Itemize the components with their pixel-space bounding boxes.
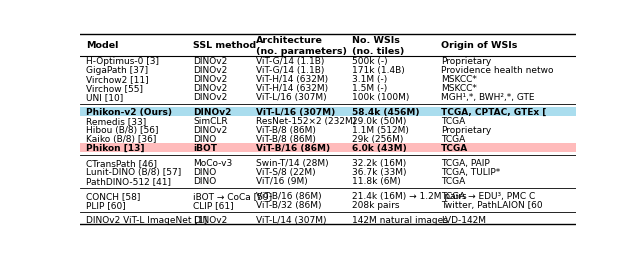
- Text: DINO: DINO: [193, 176, 216, 185]
- Text: ViT-S/8 (22M): ViT-S/8 (22M): [256, 167, 316, 176]
- Text: 3.1M (-): 3.1M (-): [352, 75, 387, 84]
- Text: CONCH [58]: CONCH [58]: [86, 191, 140, 200]
- Text: Virchow2 [11]: Virchow2 [11]: [86, 75, 148, 84]
- Text: 11.8k (6M): 11.8k (6M): [352, 176, 401, 185]
- Text: 58.4k (456M): 58.4k (456M): [352, 107, 419, 117]
- Text: Phikon-v2 (Ours): Phikon-v2 (Ours): [86, 107, 172, 117]
- Text: ViT-L/16 (307M): ViT-L/16 (307M): [256, 107, 335, 117]
- Text: TCGA: TCGA: [441, 116, 465, 125]
- Text: DINOv2: DINOv2: [193, 125, 227, 134]
- Text: ViT-G/14 (1.1B): ViT-G/14 (1.1B): [256, 57, 324, 66]
- Text: Lunit-DINO (B/8) [57]: Lunit-DINO (B/8) [57]: [86, 167, 181, 176]
- Text: Proprietary: Proprietary: [441, 125, 492, 134]
- Text: 1.5M (-): 1.5M (-): [352, 84, 387, 92]
- Text: TCGA: TCGA: [441, 176, 465, 185]
- Text: Providence health netwo: Providence health netwo: [441, 66, 554, 75]
- Text: ViT-B/8 (86M): ViT-B/8 (86M): [256, 125, 316, 134]
- Text: PathDINO-512 [41]: PathDINO-512 [41]: [86, 176, 171, 185]
- Text: DINOv2: DINOv2: [193, 92, 227, 101]
- Bar: [80, 143, 576, 152]
- Text: TCGA → EDU³, PMC C: TCGA → EDU³, PMC C: [441, 191, 535, 200]
- Text: DINOv2 ViT-L ImageNet [1]: DINOv2 ViT-L ImageNet [1]: [86, 215, 207, 224]
- Text: ViT-H/14 (632M): ViT-H/14 (632M): [256, 84, 328, 92]
- Text: ResNet-152×2 (232M): ResNet-152×2 (232M): [256, 116, 356, 125]
- Text: iBOT: iBOT: [193, 143, 217, 152]
- Text: 1.1M (512M): 1.1M (512M): [352, 125, 409, 134]
- Text: Remedis [33]: Remedis [33]: [86, 116, 146, 125]
- Text: 142M natural images: 142M natural images: [352, 215, 448, 224]
- Text: 21.4k (16M) → 1.2M pairs: 21.4k (16M) → 1.2M pairs: [352, 191, 467, 200]
- Text: MoCo-v3: MoCo-v3: [193, 158, 232, 167]
- Text: 208k pairs: 208k pairs: [352, 200, 399, 209]
- Text: MGH¹,*, BWH²,*, GTE: MGH¹,*, BWH²,*, GTE: [441, 92, 534, 101]
- Text: SimCLR: SimCLR: [193, 116, 228, 125]
- Text: Model: Model: [86, 41, 118, 50]
- Text: TCGA: TCGA: [441, 134, 465, 143]
- Text: TCGA, CPTAC, GTEx [: TCGA, CPTAC, GTEx [: [441, 107, 547, 117]
- Text: 100k (100M): 100k (100M): [352, 92, 409, 101]
- Text: Kaiko (B/8) [36]: Kaiko (B/8) [36]: [86, 134, 156, 143]
- Text: Twitter, PathLAION [60: Twitter, PathLAION [60: [441, 200, 543, 209]
- Text: ViT-G/14 (1.1B): ViT-G/14 (1.1B): [256, 66, 324, 75]
- Text: 29k (256M): 29k (256M): [352, 134, 403, 143]
- Text: DINO: DINO: [193, 134, 216, 143]
- Text: MSKCC*: MSKCC*: [441, 75, 477, 84]
- Text: DINOv2: DINOv2: [193, 215, 227, 224]
- Text: Proprietary: Proprietary: [441, 57, 492, 66]
- Text: UNI [10]: UNI [10]: [86, 92, 124, 101]
- Text: CTransPath [46]: CTransPath [46]: [86, 158, 157, 167]
- Text: ViT-B/16 (86M): ViT-B/16 (86M): [256, 143, 330, 152]
- Text: 171k (1.4B): 171k (1.4B): [352, 66, 404, 75]
- Text: TCGA: TCGA: [441, 143, 468, 152]
- Text: ViT-B/8 (86M): ViT-B/8 (86M): [256, 134, 316, 143]
- Text: Architecture
(no. parameters): Architecture (no. parameters): [256, 36, 347, 55]
- Text: ViT-L/16 (307M): ViT-L/16 (307M): [256, 92, 326, 101]
- Text: 29.0k (50M): 29.0k (50M): [352, 116, 406, 125]
- Text: MSKCC*: MSKCC*: [441, 84, 477, 92]
- Text: PLIP [60]: PLIP [60]: [86, 200, 125, 209]
- Text: 32.2k (16M): 32.2k (16M): [352, 158, 406, 167]
- Text: Swin-T/14 (28M): Swin-T/14 (28M): [256, 158, 329, 167]
- Text: DINOv2: DINOv2: [193, 75, 227, 84]
- Text: iBOT → CoCa [59]: iBOT → CoCa [59]: [193, 191, 272, 200]
- Bar: [80, 108, 576, 117]
- Text: ViT-H/14 (632M): ViT-H/14 (632M): [256, 75, 328, 84]
- Text: LVD-142M: LVD-142M: [441, 215, 486, 224]
- Text: Virchow [55]: Virchow [55]: [86, 84, 143, 92]
- Text: DINOv2: DINOv2: [193, 107, 232, 117]
- Text: No. WSIs
(no. tiles): No. WSIs (no. tiles): [352, 36, 404, 55]
- Text: 36.7k (33M): 36.7k (33M): [352, 167, 406, 176]
- Text: SSL method: SSL method: [193, 41, 256, 50]
- Text: 500k (-): 500k (-): [352, 57, 387, 66]
- Text: Phikon [13]: Phikon [13]: [86, 143, 145, 152]
- Text: DINOv2: DINOv2: [193, 84, 227, 92]
- Text: Origin of WSIs: Origin of WSIs: [441, 41, 518, 50]
- Text: ViT-B/32 (86M): ViT-B/32 (86M): [256, 200, 321, 209]
- Text: 6.0k (43M): 6.0k (43M): [352, 143, 406, 152]
- Text: ViT/16 (9M): ViT/16 (9M): [256, 176, 308, 185]
- Text: ViT-B/16 (86M): ViT-B/16 (86M): [256, 191, 322, 200]
- Text: GigaPath [37]: GigaPath [37]: [86, 66, 148, 75]
- Text: DINOv2: DINOv2: [193, 66, 227, 75]
- Text: TCGA, PAIP: TCGA, PAIP: [441, 158, 490, 167]
- Text: H-Optimus-0 [3]: H-Optimus-0 [3]: [86, 57, 159, 66]
- Text: CLIP [61]: CLIP [61]: [193, 200, 234, 209]
- Text: TCGA, TULIP*: TCGA, TULIP*: [441, 167, 500, 176]
- Text: DINO: DINO: [193, 167, 216, 176]
- Text: ViT-L/14 (307M): ViT-L/14 (307M): [256, 215, 326, 224]
- Text: DINOv2: DINOv2: [193, 57, 227, 66]
- Text: Hibou (B/8) [56]: Hibou (B/8) [56]: [86, 125, 159, 134]
